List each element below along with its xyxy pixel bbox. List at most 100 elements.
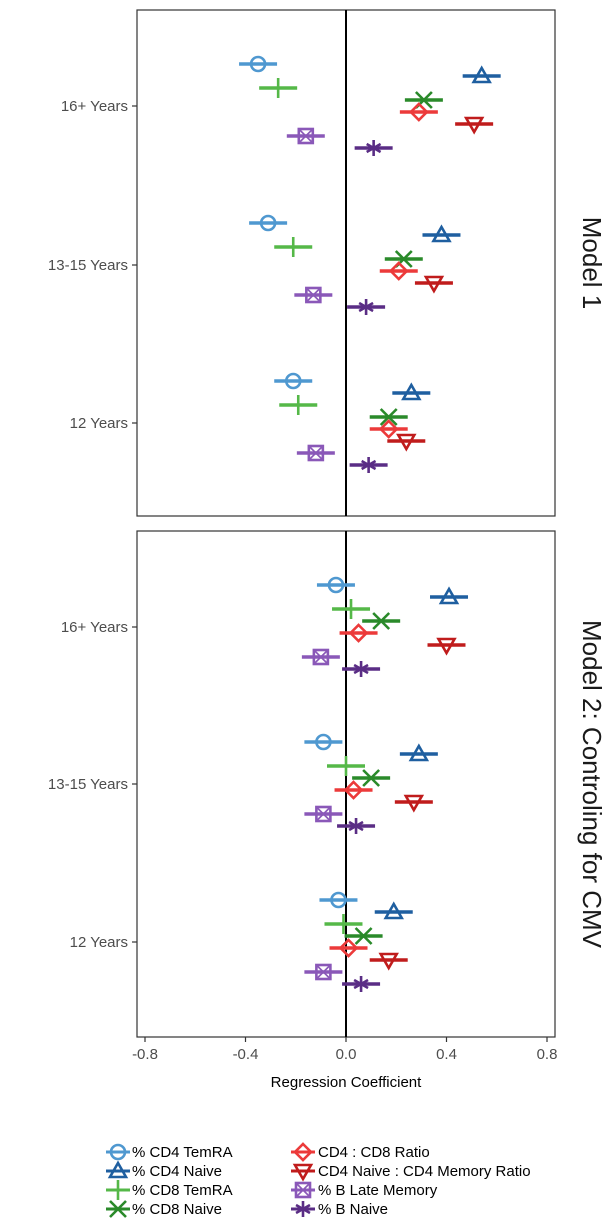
marker-diamond: [388, 261, 409, 281]
marker-asterisk: [348, 818, 364, 834]
legend-label: % CD4 Naive: [132, 1163, 222, 1180]
y-tick-label: 16+ Years: [61, 619, 128, 636]
marker-circle: [109, 1143, 127, 1161]
point-cd4-naive-cd4-memory-ratio-16-years: [455, 116, 494, 135]
point-cd4-naive-16-years: [430, 586, 469, 605]
legend-item-b-naive: % B Naive: [291, 1201, 388, 1218]
point-b-late-memory-12-years: [296, 444, 335, 462]
marker-square-x: [315, 805, 332, 823]
legend-item-cd8-naive: % CD8 Naive: [106, 1200, 222, 1218]
point-b-late-memory-16-years: [301, 648, 340, 666]
marker-x: [362, 769, 381, 787]
marker-triangle-up: [438, 586, 460, 605]
point-cd4-cd8-ratio-13-15-years: [334, 780, 373, 800]
marker-circle: [259, 214, 277, 232]
point-cd8-temra-12-years: [279, 395, 318, 415]
legend-item-cd4-naive-cd4-memory-ratio: CD4 Naive : CD4 Memory Ratio: [291, 1163, 531, 1182]
y-tick-label: 12 Years: [70, 415, 128, 432]
legend-label: % B Naive: [318, 1201, 388, 1218]
point-cd8-temra-13-15-years: [274, 237, 313, 257]
point-b-late-memory-12-years: [304, 963, 343, 981]
marker-square-x: [294, 1181, 312, 1199]
marker-asterisk: [295, 1201, 311, 1217]
point-cd8-naive-12-years: [344, 927, 383, 945]
marker-square-x: [305, 286, 322, 304]
point-b-naive-13-15-years: [347, 299, 386, 315]
point-b-naive-13-15-years: [337, 818, 376, 834]
marker-diamond: [348, 623, 369, 643]
y-tick-label: 16+ Years: [61, 98, 128, 115]
point-cd4-naive-cd4-memory-ratio-13-15-years: [394, 794, 433, 813]
point-cd4-temra-16-years: [316, 576, 355, 594]
marker-circle: [249, 55, 267, 73]
marker-x: [372, 612, 391, 630]
legend-item-cd4-temra: % CD4 TemRA: [106, 1143, 233, 1161]
marker-square-x-cross: [298, 128, 314, 144]
legend: % CD4 TemRA % CD4 Naive % CD8 TemRA % CD8 N…: [106, 1142, 531, 1218]
marker-square-x-cross: [305, 287, 321, 303]
point-b-late-memory-16-years: [286, 127, 325, 145]
marker-x: [354, 927, 373, 945]
point-cd4-cd8-ratio-16-years: [339, 623, 378, 643]
marker-square-x-cross: [315, 964, 331, 980]
point-cd4-temra-13-15-years: [249, 214, 288, 232]
marker-asterisk: [353, 661, 369, 677]
x-axis-title: Regression Coefficient: [271, 1074, 422, 1091]
legend-label: CD4 : CD8 Ratio: [318, 1144, 430, 1161]
marker-triangle-down: [436, 637, 457, 656]
marker-triangle-up: [383, 901, 404, 920]
legend-label: CD4 Naive : CD4 Memory Ratio: [318, 1163, 531, 1180]
point-cd8-temra-12-years: [324, 914, 363, 934]
point-b-late-memory-13-15-years: [294, 286, 333, 304]
legend-label: % CD8 Naive: [132, 1201, 222, 1218]
y-tick-label: 13-15 Years: [48, 776, 128, 793]
point-cd8-naive-13-15-years: [352, 769, 391, 787]
marker-triangle-up: [401, 382, 422, 401]
point-b-naive-16-years: [342, 661, 381, 677]
point-cd8-temra-16-years: [259, 78, 298, 98]
x-tick-label: 0.8: [537, 1046, 558, 1063]
marker-asterisk: [353, 976, 369, 992]
marker-triangle-up: [408, 743, 430, 762]
point-cd4-cd8-ratio-13-15-years: [379, 261, 418, 281]
point-cd4-naive-cd4-memory-ratio-13-15-years: [414, 275, 453, 294]
point-cd4-temra-16-years: [239, 55, 278, 73]
legend-item-cd4-cd8-ratio: CD4 : CD8 Ratio: [291, 1142, 430, 1162]
point-b-naive-12-years: [349, 457, 388, 473]
legend-label: % CD4 TemRA: [132, 1144, 233, 1161]
marker-square-x: [312, 648, 330, 666]
x-tick-label: 0.0: [336, 1046, 357, 1063]
y-tick-label: 12 Years: [70, 934, 128, 951]
point-cd4-temra-12-years: [274, 372, 313, 390]
point-b-naive-16-years: [354, 140, 393, 156]
point-cd8-temra-16-years: [332, 599, 371, 619]
panel-2: 16+ Years 13-15 Years 12 Years Model 2: Con…: [48, 530, 607, 1038]
marker-asterisk: [366, 140, 382, 156]
marker-x: [109, 1200, 127, 1218]
marker-diamond: [378, 419, 399, 439]
marker-circle: [315, 733, 332, 751]
facet-label: Model 1: [577, 217, 607, 310]
marker-square-x: [307, 444, 325, 462]
facet-label: Model 2: Controling for CMV: [577, 620, 607, 949]
marker-square-x-cross: [315, 806, 331, 822]
point-cd8-naive-12-years: [369, 408, 408, 426]
point-cd4-naive-cd4-memory-ratio-12-years: [387, 433, 426, 452]
marker-diamond: [343, 780, 364, 800]
marker-asterisk: [361, 457, 377, 473]
marker-triangle-up: [107, 1160, 129, 1179]
point-cd4-temra-13-15-years: [304, 733, 343, 751]
y-tick-label: 13-15 Years: [48, 257, 128, 274]
point-cd4-cd8-ratio-12-years: [329, 938, 368, 958]
marker-square-x-cross: [295, 1182, 311, 1198]
marker-square-x-cross: [308, 445, 324, 461]
marker-triangle-down: [403, 794, 425, 813]
point-cd4-naive-12-years: [374, 901, 413, 920]
legend-label: % B Late Memory: [318, 1182, 438, 1199]
point-cd4-naive-16-years: [462, 65, 501, 84]
marker-diamond: [293, 1142, 313, 1162]
x-tick-label: -0.4: [233, 1046, 259, 1063]
point-cd4-naive-cd4-memory-ratio-12-years: [369, 952, 408, 971]
marker-asterisk: [358, 299, 374, 315]
point-b-late-memory-13-15-years: [304, 805, 343, 823]
